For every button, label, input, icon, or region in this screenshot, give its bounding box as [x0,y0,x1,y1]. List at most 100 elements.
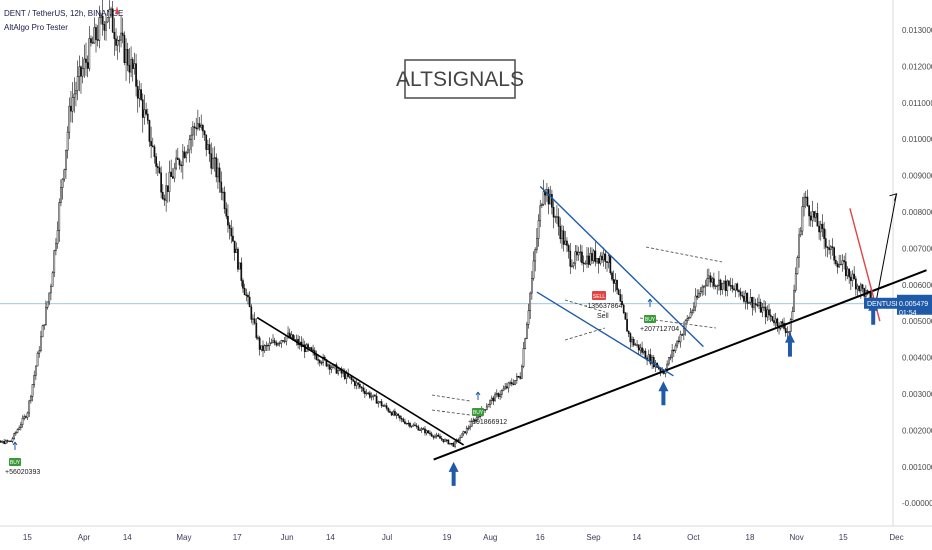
candle-body [714,285,717,287]
candle-body [536,238,538,250]
candle-body [143,109,146,118]
candle-body [749,296,752,303]
candle-body [686,318,689,322]
candle-body [828,247,830,250]
candle-body [774,318,777,324]
candle-body [803,197,805,207]
x-tick-label: Sep [586,533,601,542]
candle-body [414,424,416,427]
candle-body [91,42,94,44]
candle-body [166,185,169,192]
candle-body [849,276,852,281]
candle-body [632,339,635,346]
candle-body [20,424,22,429]
candle-body [716,285,719,287]
candle-body [465,427,468,434]
candlestick-series [0,0,874,449]
candle-body [495,393,498,395]
candle-body [647,354,650,361]
candle-body [694,295,697,308]
candle-body [429,432,431,435]
candle-body [364,390,366,394]
candle-body [90,38,92,43]
candle-body [672,349,675,352]
candle-body [73,93,76,98]
candle-body [659,368,662,372]
candle-body [86,62,89,69]
candle-body [791,311,794,320]
candle-body [794,273,797,291]
candle-body [669,357,672,359]
candle-body [31,384,34,397]
candle-body [16,429,19,433]
candle-body [14,432,17,434]
candle-body [115,38,117,46]
candle-body [404,421,406,424]
watermark-box [404,59,516,99]
candle-body [277,342,279,346]
candle-body [100,15,102,18]
candle-body [217,167,219,178]
candle-body [337,370,339,374]
candle-body [4,440,7,444]
candle-body [432,435,435,438]
x-tick-label: 14 [326,533,335,542]
candle-body [183,151,186,158]
price-countdown: 01:54 [899,310,917,317]
candle-body [88,38,91,69]
candle-body [532,260,535,279]
candle-body [76,76,79,91]
candle-body [290,334,293,338]
candle-body [50,286,52,294]
candle-body [70,105,72,112]
candle-body [223,191,226,210]
candle-body [283,340,286,343]
candle-body [505,386,508,389]
candle-body [105,21,107,31]
candle-body [382,405,385,407]
candle-body [789,319,792,332]
candle-body [106,17,109,23]
candle-body [397,413,400,416]
candle-body [515,375,518,381]
candle-body [295,339,298,341]
candle-body [703,286,705,288]
candle-body [564,240,567,245]
price-value: 0.005479 [899,301,928,308]
candle-body [514,379,517,385]
candle-body [419,429,421,431]
candle-body [312,349,314,351]
candle-body [410,425,413,428]
x-axis: 15 Apr 14 May 17 Jun 14 Jul 19 Aug 16 Sep 14 Oct 18 Nov… [23,533,904,542]
candle-body [193,126,196,128]
candle-body [863,288,866,297]
candle-body [225,208,228,217]
candle-body [280,340,283,344]
candle-body [649,354,652,364]
candle-body [713,278,715,287]
buy-signal-id: +207712704 [640,326,679,333]
candle-body [327,364,329,367]
candle-body [693,306,695,311]
candle-body [250,306,253,320]
candle-body [587,255,590,265]
sell-signal-id: -135637864 [585,303,622,310]
candle-body [821,223,824,229]
candle-body [848,268,851,278]
candle-body [861,284,864,289]
candle-body [53,250,56,274]
ascending-support-line [433,269,927,461]
candle-body [631,339,633,343]
candle-body [671,349,673,358]
candle-body [607,255,610,263]
candle-body [450,442,453,445]
candle-body [866,290,869,292]
y-tick-label: 0.011000 [902,99,932,108]
candle-body [517,375,520,378]
candle-body [328,364,331,370]
candle-body [829,246,832,250]
candle-body [569,250,572,267]
